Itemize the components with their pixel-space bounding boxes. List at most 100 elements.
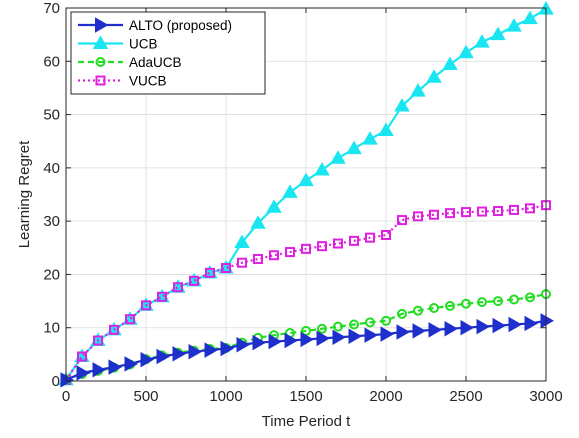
data-point [298, 172, 314, 187]
data-point [477, 297, 487, 308]
data-point [476, 318, 491, 335]
legend-swatch-marker [92, 35, 109, 49]
legend: ALTO (proposed) UCB AdaUCB VUCB [70, 11, 266, 95]
data-point [269, 250, 279, 261]
y-tick-label: 0 [52, 373, 60, 390]
data-point [253, 253, 263, 264]
data-point [428, 322, 443, 338]
data-point [300, 331, 315, 348]
legend-swatch-marker [95, 75, 106, 86]
y-tick-label: 40 [43, 160, 60, 177]
data-point [109, 324, 119, 335]
legend-label: ALTO (proposed) [129, 18, 232, 33]
data-point [410, 83, 426, 97]
y-tick-label: 20 [43, 266, 60, 283]
data-point [444, 321, 459, 337]
data-point [284, 332, 299, 349]
data-point [157, 291, 167, 302]
data-point [525, 292, 535, 303]
data-point [266, 199, 282, 213]
x-tick-label: 0 [62, 388, 70, 405]
data-point [140, 351, 155, 368]
data-point [349, 319, 359, 330]
data-point [540, 313, 555, 329]
data-point [172, 346, 187, 362]
legend-label: VUCB [129, 74, 167, 89]
data-point [445, 300, 455, 311]
data-point [509, 294, 519, 305]
ticks: 0 500 1000 1500 2000 2500 3000 0 10 20 30 40 50 60 70 [43, 0, 562, 405]
data-point [125, 314, 135, 325]
data-point [396, 324, 411, 340]
data-point [237, 257, 247, 268]
data-point [301, 243, 311, 254]
data-point [493, 296, 503, 307]
data-point [492, 317, 507, 334]
x-axis-label: Time Period t [262, 413, 351, 430]
x-tick-label: 1500 [289, 388, 322, 405]
legend-label: UCB [129, 37, 158, 52]
data-point [525, 203, 535, 214]
x-tick-label: 500 [133, 388, 158, 405]
legend-swatch-marker [95, 57, 106, 67]
data-point [268, 333, 283, 350]
data-point [412, 323, 427, 339]
data-point [493, 206, 503, 217]
y-axis-label: Learning Regret [16, 140, 33, 248]
data-point [349, 235, 359, 246]
legend-entry: AdaUCB [78, 55, 182, 70]
y-tick-label: 10 [43, 320, 60, 337]
data-point [458, 44, 474, 59]
data-point [156, 348, 171, 365]
data-point [285, 247, 295, 258]
data-point [394, 98, 410, 112]
series-layer [58, 1, 555, 388]
data-point [220, 340, 235, 357]
legend-entry: UCB [78, 35, 158, 52]
data-point [445, 208, 455, 219]
y-tick-label: 30 [43, 213, 60, 230]
data-point [381, 229, 391, 240]
data-point [348, 328, 363, 344]
data-point [506, 18, 522, 32]
x-tick-label: 1000 [209, 388, 242, 405]
data-point [77, 351, 87, 362]
data-point [509, 204, 519, 215]
data-point [330, 150, 346, 164]
series-line [65, 204, 547, 381]
data-point [490, 26, 506, 41]
data-point [76, 365, 91, 381]
data-point [60, 372, 75, 388]
data-point [460, 319, 475, 336]
data-point [474, 34, 490, 48]
legend-label: AdaUCB [129, 55, 182, 70]
data-point [426, 69, 442, 83]
data-point [413, 211, 423, 222]
data-point [189, 275, 199, 286]
data-point [365, 232, 375, 243]
y-tick-label: 50 [43, 107, 60, 124]
legend-entry: VUCB [78, 74, 167, 89]
data-point [365, 317, 375, 328]
data-point [108, 359, 123, 375]
data-point [397, 215, 407, 226]
data-point [380, 326, 395, 342]
data-point [362, 131, 378, 145]
y-tick-label: 60 [43, 53, 60, 70]
x-tick-label: 3000 [529, 388, 562, 405]
data-point [522, 10, 538, 25]
x-tick-label: 2500 [449, 388, 482, 405]
data-point [461, 207, 471, 218]
data-point [221, 263, 231, 274]
data-point [397, 308, 407, 319]
data-point [442, 56, 458, 70]
data-point [204, 342, 219, 358]
data-point [508, 316, 523, 333]
legend-entry: ALTO (proposed) [78, 17, 232, 33]
data-point [364, 327, 379, 343]
data-point [381, 315, 391, 326]
y-tick-label: 70 [43, 0, 60, 17]
data-point [477, 206, 487, 217]
data-point [461, 298, 471, 309]
